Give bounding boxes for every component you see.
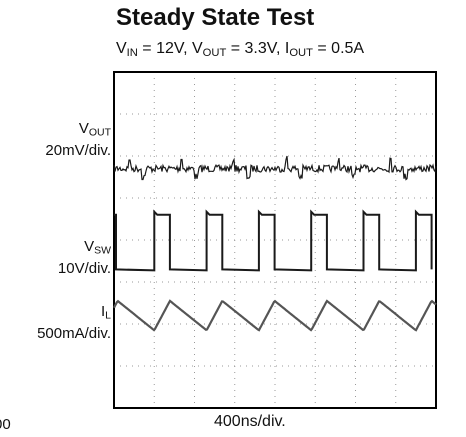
trace-label-vout: VOUT 20mV/div. bbox=[45, 120, 111, 159]
trace-label-il: IL 500mA/div. bbox=[37, 303, 111, 342]
trace-il bbox=[113, 299, 437, 332]
chart-title: Steady State Test bbox=[116, 4, 315, 31]
corner-text: 00 bbox=[0, 416, 11, 433]
chart-subtitle: VIN = 12V, VOUT = 3.3V, IOUT = 0.5A bbox=[116, 40, 365, 59]
trace-vsw bbox=[114, 209, 433, 272]
traces bbox=[113, 155, 437, 332]
trace-vout bbox=[113, 155, 437, 181]
x-axis-label: 400ns/div. bbox=[214, 413, 286, 430]
plot-frame bbox=[113, 71, 437, 409]
trace-label-vsw: VSW 10V/div. bbox=[57, 238, 111, 277]
